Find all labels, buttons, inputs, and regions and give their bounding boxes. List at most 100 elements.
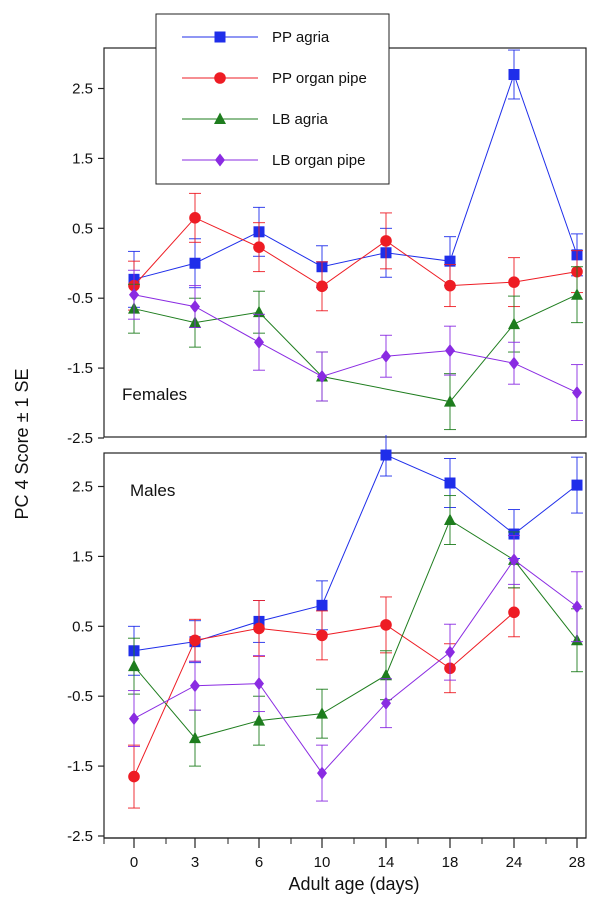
females-panel: -2.5 -1.5 -0.5 0.5 1.5 2.5 Females	[67, 47, 587, 447]
data-point	[316, 629, 328, 642]
y-axis-title: PC 4 Score ± 1 SE	[12, 369, 32, 520]
data-point	[508, 317, 520, 330]
females-series	[128, 49, 583, 431]
data-point	[190, 679, 200, 693]
legend-label: LB organ pipe	[272, 152, 365, 169]
legend-marker	[214, 112, 226, 124]
males-panel: -2.5 -1.5 -0.5 0.5 1.5 2.5 Males	[67, 435, 587, 845]
series-line	[133, 454, 578, 652]
data-point	[444, 513, 456, 526]
data-point	[189, 212, 201, 224]
data-point	[128, 770, 140, 783]
data-point	[381, 349, 391, 363]
data-point	[572, 386, 582, 400]
legend-label: PP agria	[272, 29, 330, 46]
males-panel-label: Males	[130, 481, 175, 500]
series-lb-agria	[128, 266, 583, 431]
data-point	[508, 276, 520, 288]
data-point	[571, 288, 583, 300]
data-point	[316, 707, 328, 719]
legend-item: PP organ pipe	[182, 70, 367, 87]
data-point	[380, 619, 392, 631]
legend-marker	[214, 31, 226, 43]
data-point	[380, 449, 392, 461]
y-tick-label: -1.5	[67, 360, 93, 377]
y-tick-label: 2.5	[72, 81, 93, 98]
x-tick-label: 24	[506, 854, 523, 871]
data-point	[190, 300, 200, 314]
x-axis-title: Adult age (days)	[288, 874, 419, 894]
data-point	[380, 235, 392, 247]
legend-marker	[214, 72, 226, 84]
x-tick-label: 3	[191, 854, 199, 871]
data-point	[444, 477, 456, 489]
data-point	[316, 599, 328, 611]
data-point	[571, 479, 583, 491]
series-pp-organ-pipe	[128, 192, 583, 312]
legend-label: PP organ pipe	[272, 70, 367, 87]
y-tick-label: 0.5	[72, 220, 93, 237]
y-tick-label: 1.5	[72, 150, 93, 167]
data-point	[253, 622, 265, 635]
series-line	[133, 294, 578, 403]
x-axis: 0 3 6 10 14 18 24 28	[103, 837, 586, 871]
x-tick-label: 6	[255, 854, 263, 871]
females-panel-label: Females	[122, 385, 187, 404]
data-point	[381, 696, 391, 710]
legend-box	[155, 13, 390, 185]
data-point	[380, 668, 392, 681]
data-point	[444, 279, 456, 292]
data-point	[508, 606, 520, 619]
series-lb-organ-pipe	[128, 269, 583, 421]
data-point	[129, 288, 139, 302]
legend-item: PP agria	[182, 29, 330, 46]
data-point	[254, 677, 264, 691]
data-point	[129, 712, 139, 726]
x-tick-label: 18	[442, 854, 459, 871]
y-tick-label: 1.5	[72, 548, 93, 565]
x-tick-label: 10	[314, 854, 331, 871]
y-tick-label: 0.5	[72, 618, 93, 635]
data-point	[317, 766, 327, 780]
data-point	[128, 659, 140, 672]
females-y-axis: -2.5 -1.5 -0.5 0.5 1.5 2.5	[67, 81, 104, 447]
series-line	[133, 217, 578, 287]
x-tick-label: 14	[378, 854, 395, 871]
legend-marker	[215, 153, 225, 167]
data-point	[316, 280, 328, 293]
data-point	[189, 257, 201, 269]
males-y-axis: -2.5 -1.5 -0.5 0.5 1.5 2.5	[67, 479, 104, 845]
data-point	[445, 344, 455, 358]
legend: PP agria PP organ pipe LB agria LB organ pi…	[155, 13, 390, 185]
data-point	[444, 255, 456, 267]
x-tick-label: 28	[569, 854, 586, 871]
y-tick-label: -2.5	[67, 828, 93, 845]
y-tick-label: -0.5	[67, 290, 93, 307]
series-line	[133, 72, 578, 280]
series-line	[133, 519, 578, 739]
y-tick-label: -1.5	[67, 758, 93, 775]
y-tick-label: -2.5	[67, 430, 93, 447]
y-tick-label: -0.5	[67, 688, 93, 705]
data-point	[445, 645, 455, 659]
series-lb-organ-pipe	[128, 534, 583, 802]
males-series	[128, 435, 583, 809]
data-point	[189, 634, 201, 647]
y-tick-label: 2.5	[72, 479, 93, 496]
legend-label: LB agria	[272, 111, 329, 128]
series-line	[133, 559, 578, 774]
data-point	[317, 369, 327, 383]
series-line	[133, 294, 578, 394]
data-point	[189, 731, 201, 744]
x-tick-label: 0	[130, 854, 138, 871]
data-point	[253, 241, 265, 253]
data-point	[509, 553, 519, 567]
legend-item: LB organ pipe	[182, 152, 365, 169]
data-point	[253, 714, 265, 726]
data-point	[254, 335, 264, 349]
data-point	[508, 69, 520, 81]
data-point	[509, 356, 519, 370]
legend-item: LB agria	[182, 111, 329, 128]
data-point	[444, 395, 456, 407]
